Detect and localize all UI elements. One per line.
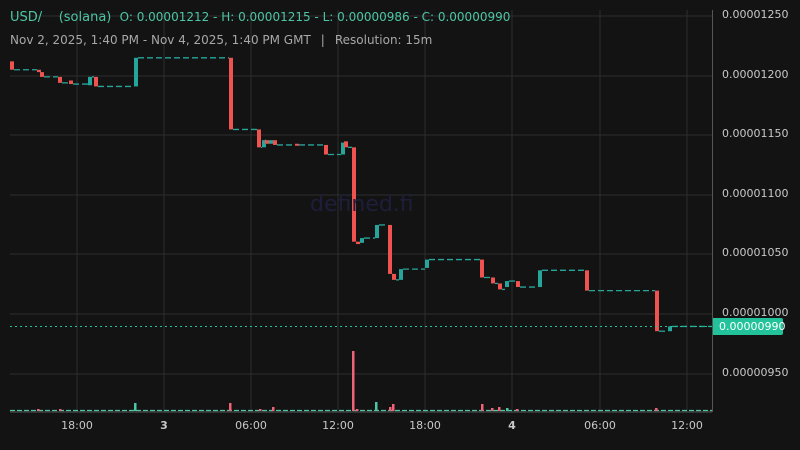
volume-bar [516,409,519,411]
volume-bar [498,407,501,411]
candle [425,259,429,268]
volume-bar [655,408,658,411]
candle [134,57,138,87]
x-tick-label: 3 [160,419,168,432]
candle [40,72,44,77]
ohlc-values: O: 0.00001212 - H: 0.00001215 - L: 0.000… [119,10,511,24]
candle [344,141,348,148]
current-price-tag: 0.00000990 [713,318,785,335]
candle [356,241,360,245]
candle [585,270,589,291]
candle [392,273,396,280]
volume-bar [37,409,40,411]
chart-legend: USD/ (solana) O: 0.00001212 - H: 0.00001… [10,10,510,25]
y-tick-label: 0.00001250 [722,8,789,21]
x-tick-label: 18:00 [409,419,441,432]
candle [88,76,92,86]
candle [498,283,502,290]
x-tick-label: 12:00 [322,419,354,432]
candle [265,140,269,144]
candle [516,281,520,288]
y-tick-label: 0.00001100 [722,187,789,200]
candle [324,144,328,155]
candle [538,270,542,288]
candle [295,143,299,146]
y-tick-label: 0.00001200 [722,68,789,81]
volume-bar [392,404,395,411]
candle [257,129,261,148]
candle [273,140,277,145]
volume-bar [506,408,509,411]
volume-bar [375,402,378,411]
candle [94,76,98,87]
resolution-label: Resolution: 15m [334,33,433,47]
volume-bar [259,409,262,411]
candle [399,269,403,280]
volume-bar [134,403,137,411]
y-tick-label: 0.00000950 [722,366,789,379]
candle [269,140,273,144]
volume-bar [59,409,62,411]
y-tick-label: 0.00001000 [722,306,789,319]
x-tick-label: 06:00 [584,419,616,432]
candle [262,140,266,148]
candle [505,281,509,288]
candle [655,290,659,332]
x-tick-label: 06:00 [235,419,267,432]
x-tick-label: 4 [508,419,516,432]
chart-subtitle: Nov 2, 2025, 1:40 PM - Nov 4, 2025, 1:40… [10,33,432,47]
watermark: defined.fi [310,192,414,217]
y-tick-label: 0.00001150 [722,127,789,140]
candle [388,224,392,274]
candle [10,61,14,70]
candle [480,259,484,278]
date-range: Nov 2, 2025, 1:40 PM - Nov 4, 2025, 1:40… [10,33,311,47]
separator: | [320,33,325,47]
volume-bar [229,403,232,411]
candle [58,76,62,83]
network-label: (solana) [58,10,112,25]
candle [668,326,672,332]
candle [69,80,73,85]
pair-label: USD/ [10,10,43,25]
volume-bar [272,407,275,411]
volume-bar [389,407,392,411]
candle [491,277,495,284]
candle [375,224,379,239]
candle [360,238,364,243]
volume-bar [491,408,494,411]
candle [37,69,41,73]
candle [229,57,233,130]
x-tick-label: 12:00 [671,419,703,432]
x-tick-label: 18:00 [61,419,93,432]
y-tick-label: 0.00001050 [722,246,789,259]
volume-bar [356,409,359,411]
candle [352,147,356,242]
candle [341,142,345,155]
volume-bar [481,404,484,411]
volume-bar [352,351,355,411]
